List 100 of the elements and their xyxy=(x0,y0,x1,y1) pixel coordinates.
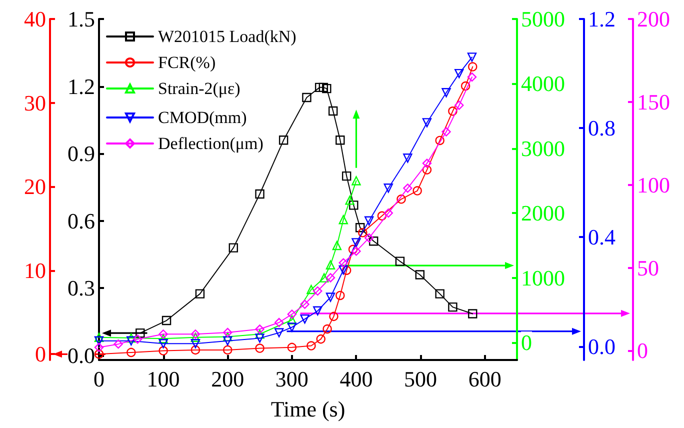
y3-tick-label: 5000 xyxy=(521,6,565,32)
point xyxy=(94,332,104,342)
point xyxy=(319,273,329,282)
y2-tick-label: 10 xyxy=(24,258,46,283)
point xyxy=(223,345,232,355)
point xyxy=(468,62,478,72)
point xyxy=(348,244,358,254)
x-tick-label: 600 xyxy=(468,366,502,392)
point xyxy=(316,334,326,344)
x-tick-label: 0 xyxy=(94,366,104,392)
y2-tick-label: 0 xyxy=(35,342,46,367)
point xyxy=(136,328,145,338)
y2-tick-label: 0 xyxy=(637,338,648,364)
point xyxy=(302,92,312,102)
x-tick-label: 300 xyxy=(275,366,308,392)
y-tick-label: 0.0 xyxy=(588,334,616,359)
point xyxy=(223,328,232,338)
point xyxy=(328,106,338,116)
point xyxy=(342,266,352,275)
point xyxy=(190,345,200,355)
point xyxy=(287,310,297,319)
point xyxy=(448,106,458,116)
y2-tick-label: 200 xyxy=(637,6,670,32)
point xyxy=(352,246,361,256)
y-tick-label: 1.5 xyxy=(68,6,95,32)
point xyxy=(190,330,200,339)
point xyxy=(467,72,477,82)
legend-label: W201015 Load(kN) xyxy=(158,27,296,46)
point xyxy=(126,348,136,358)
point xyxy=(274,328,284,338)
x-tick-label: 400 xyxy=(340,366,373,392)
point xyxy=(255,330,264,339)
point xyxy=(318,82,328,92)
point xyxy=(255,334,264,343)
point xyxy=(274,318,284,328)
point xyxy=(326,273,336,282)
point xyxy=(384,184,393,193)
y-tick-label: 1.2 xyxy=(68,74,95,99)
point xyxy=(336,136,345,145)
point xyxy=(338,265,348,275)
point xyxy=(255,344,264,353)
point xyxy=(442,127,451,136)
point xyxy=(377,211,387,220)
point xyxy=(158,346,168,356)
y-tick-label: 0.9 xyxy=(68,141,95,166)
point xyxy=(338,258,348,268)
point xyxy=(415,270,424,280)
y-tick-label: 0.0 xyxy=(68,343,95,368)
point xyxy=(352,238,361,248)
point xyxy=(332,240,342,250)
y2-tick-label: 100 xyxy=(637,172,670,198)
point xyxy=(158,334,168,344)
point xyxy=(352,176,361,186)
point xyxy=(300,314,310,324)
point xyxy=(255,324,264,334)
point xyxy=(338,214,348,224)
point xyxy=(314,82,324,92)
point xyxy=(195,289,205,298)
point xyxy=(422,165,432,174)
point xyxy=(467,52,477,62)
y3-tick-label: 3000 xyxy=(521,136,565,161)
y3-tick-label: 4000 xyxy=(521,71,565,96)
point xyxy=(412,186,422,196)
point xyxy=(94,342,104,352)
point xyxy=(422,158,432,168)
y-tick-label: 1.2 xyxy=(588,6,616,32)
point xyxy=(336,290,345,300)
x-tick-label: 100 xyxy=(146,366,180,392)
y3-tick-label: 0 xyxy=(521,330,532,356)
point xyxy=(313,306,322,316)
y-tick-label: 0.6 xyxy=(68,208,95,234)
y2-tick-label: 50 xyxy=(637,255,659,280)
legend-label: CMOD(mm) xyxy=(158,108,247,127)
point xyxy=(114,339,123,349)
point xyxy=(132,334,142,344)
point xyxy=(94,336,104,346)
y2-tick-label: 30 xyxy=(24,90,46,116)
point xyxy=(460,81,470,91)
point xyxy=(358,228,368,238)
point xyxy=(223,332,232,342)
point xyxy=(322,84,332,94)
point xyxy=(126,333,136,343)
point xyxy=(329,312,338,322)
point xyxy=(422,118,432,128)
point xyxy=(364,233,374,243)
point xyxy=(313,286,322,296)
y-tick-label: 0.8 xyxy=(588,116,616,141)
point xyxy=(287,315,297,324)
point xyxy=(287,342,297,352)
y3-tick-label: 1000 xyxy=(521,265,565,290)
point xyxy=(435,136,444,146)
x-axis-title: Time (s) xyxy=(270,396,346,422)
point xyxy=(223,336,232,346)
point xyxy=(368,236,378,246)
point xyxy=(395,256,405,266)
legend-label: FCR(%) xyxy=(158,53,216,72)
point xyxy=(300,300,310,309)
point xyxy=(326,292,336,302)
x-tick-label: 500 xyxy=(404,366,438,392)
point xyxy=(228,243,238,252)
